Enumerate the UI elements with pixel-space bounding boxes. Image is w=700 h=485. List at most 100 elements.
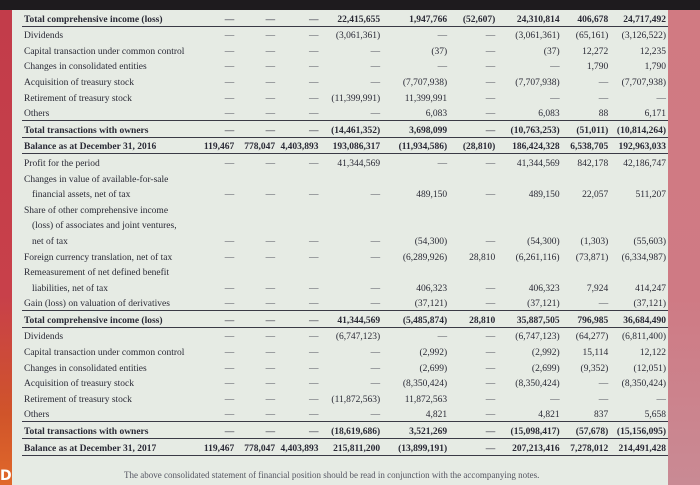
- row-label: liabilities, net of tax: [32, 283, 108, 294]
- cell-value: —: [449, 405, 498, 423]
- cell-value: —: [265, 190, 276, 201]
- cell-value: —: [561, 294, 611, 312]
- table-row: Changes in value of available-for-sale: [22, 170, 668, 186]
- cell-value: —: [598, 394, 609, 405]
- table-row: Dividends — — — (6,747,123) — — (6,747,123) (64,…: [22, 327, 668, 343]
- cell-value: —: [224, 236, 235, 247]
- cell-value: (3,061,361): [335, 31, 381, 42]
- cell-value: (7,707,938): [515, 77, 560, 88]
- cell-value: 193,086,317: [320, 137, 383, 155]
- cell-value: 41,344,569: [516, 158, 560, 169]
- cell-value: —: [308, 190, 319, 201]
- cell-value: (9,352): [580, 363, 609, 374]
- row-label: Dividends: [24, 31, 64, 42]
- cell-value: —: [485, 236, 496, 247]
- cell-value: (2,699): [531, 363, 560, 374]
- cell-value: —: [277, 104, 321, 122]
- cell-value: 414,247: [635, 283, 666, 294]
- cell-value: —: [265, 93, 276, 104]
- cell-value: (10,763,253): [497, 120, 562, 138]
- cell-value: (57,678): [561, 421, 611, 440]
- cell-value: (8,350,424): [621, 379, 666, 390]
- cell-value: (12,051): [633, 363, 666, 374]
- cell-value: —: [224, 363, 235, 374]
- cell-value: —: [265, 236, 276, 247]
- cell-value: (11,399,991): [331, 93, 381, 104]
- cell-value: [562, 170, 611, 186]
- cell-value: (3,061,361): [515, 31, 560, 42]
- cell-value: 842,178: [577, 158, 609, 169]
- cell-value: 837: [561, 405, 611, 423]
- row-label: Total comprehensive income (loss): [22, 310, 200, 328]
- row-label: Gain (loss) on valuation of derivatives: [22, 294, 200, 312]
- cell-value: —: [370, 348, 381, 359]
- cell-value: [382, 201, 449, 217]
- cell-value: 15,114: [582, 348, 609, 359]
- row-label: (loss) of associates and joint ventures,: [32, 221, 177, 232]
- cell-value: 24,717,492: [610, 10, 668, 27]
- cell-value: —: [265, 348, 276, 359]
- row-label: Changes in consolidated entities: [24, 363, 147, 374]
- cell-value: (10,814,264): [610, 120, 668, 138]
- cell-value: [277, 201, 320, 217]
- cell-value: —: [224, 394, 235, 405]
- cell-value: —: [370, 236, 381, 247]
- cell-value: 24,310,814: [497, 10, 562, 27]
- cell-value: —: [485, 332, 496, 343]
- cell-value: 406,323: [416, 283, 448, 294]
- cell-value: 42,186,747: [623, 158, 666, 169]
- cell-value: 778,047: [236, 137, 278, 155]
- cell-value: [320, 217, 382, 233]
- cell-value: —: [370, 252, 381, 263]
- cell-value: —: [308, 363, 319, 374]
- cell-value: (37,121): [497, 294, 562, 312]
- cell-value: —: [308, 379, 319, 390]
- left-app-strip: [0, 10, 12, 485]
- cell-value: —: [265, 363, 276, 374]
- cell-value: —: [265, 394, 276, 405]
- table-row: Retirement of treasury stock — — — (11,399,9…: [22, 89, 668, 105]
- row-label: net of tax: [32, 236, 68, 247]
- table-row: Others — — — —4,821—4,821 837 5,658: [22, 405, 668, 423]
- cell-value: —: [224, 190, 235, 201]
- cell-value: —: [449, 120, 498, 138]
- cell-value: —: [485, 363, 496, 374]
- row-label: Balance as at December 31, 2017: [22, 438, 200, 456]
- cell-value: [236, 264, 277, 280]
- cell-value: (13,899,191): [382, 438, 450, 456]
- table-row: Acquisition of treasury stock — — — — (8,350,…: [22, 375, 668, 391]
- cell-value: —: [370, 190, 381, 201]
- cell-value: —: [320, 294, 383, 312]
- cell-value: —: [370, 363, 381, 374]
- cell-value: (52,607): [449, 10, 498, 27]
- cell-value: [320, 170, 382, 186]
- cell-value: 88: [561, 104, 611, 122]
- table-row: Total comprehensive income (loss) — — —22,4…: [22, 10, 668, 27]
- cell-value: [449, 170, 497, 186]
- cell-value: —: [485, 46, 496, 57]
- table-row: Balance as at December 31, 2016 119,467 77…: [22, 137, 668, 155]
- cell-value: (55,603): [633, 236, 666, 247]
- cell-value: (6,747,123): [335, 332, 381, 343]
- cell-value: —: [437, 158, 448, 169]
- cell-value: 12,272: [582, 46, 609, 57]
- cell-value: [277, 170, 320, 186]
- row-label: Others: [22, 405, 200, 423]
- table-row: Acquisition of treasury stock — — — — (7,707,…: [22, 73, 668, 89]
- cell-value: (11,934,586): [382, 137, 450, 155]
- cell-value: —: [485, 158, 496, 169]
- row-label: Capital transaction under common control: [24, 46, 185, 57]
- cell-value: (6,261,116): [515, 252, 560, 263]
- row-label: Capital transaction under common control: [24, 348, 185, 359]
- cell-value: [497, 170, 561, 186]
- cell-value: —: [449, 104, 498, 122]
- cell-value: (54,300): [414, 236, 448, 247]
- cell-value: —: [370, 77, 381, 88]
- cell-value: 511,207: [635, 190, 666, 201]
- table-row: Total transactions with owners — — — (18,619…: [22, 421, 668, 440]
- cell-value: —: [485, 394, 496, 405]
- cell-value: (15,098,417): [497, 421, 562, 440]
- row-label: Total transactions with owners: [22, 120, 200, 138]
- cell-value: —: [236, 310, 278, 328]
- cell-value: 186,424,328: [497, 137, 562, 155]
